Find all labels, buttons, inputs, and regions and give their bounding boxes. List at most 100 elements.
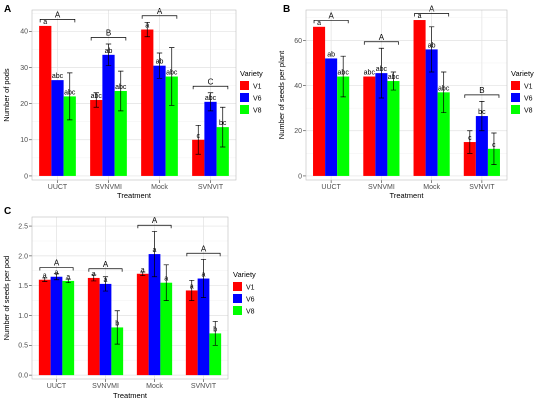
legend-swatch-v6 bbox=[240, 93, 249, 102]
significance-letter-b-svnvmi-v6: abc bbox=[376, 66, 388, 73]
error-bar-c-svnvit-v8 bbox=[212, 321, 218, 346]
legend-label-v6: V6 bbox=[246, 297, 255, 304]
error-bar-a-svnvmi-v6 bbox=[105, 43, 112, 67]
bar-b-svnvmi-v1 bbox=[363, 76, 376, 176]
group-letter-svnvit: C bbox=[208, 77, 214, 86]
error-bar-c-svnvmi-v1 bbox=[91, 274, 97, 282]
significance-letter-a-svnvmi-v1: abc bbox=[91, 93, 103, 100]
legend-label-v8: V8 bbox=[253, 108, 262, 115]
bar-a-uuct-v1 bbox=[39, 25, 52, 176]
error-bar-c-svnvit-v6 bbox=[200, 259, 207, 298]
y-axis-title: Number of seeds per plant bbox=[277, 50, 286, 139]
panel-label-b: B bbox=[283, 4, 290, 15]
error-bar-c-uuct-v6 bbox=[53, 273, 60, 281]
significance-letter-b-svnvmi-v8: abc bbox=[388, 74, 400, 81]
y-tick-label: 10 bbox=[20, 137, 28, 144]
bar-c-svnvmi-v8 bbox=[111, 327, 124, 376]
y-tick-label: 1.5 bbox=[18, 283, 28, 290]
significance-letter-c-svnvmi-v8: b bbox=[115, 320, 119, 327]
legend-label-v1: V1 bbox=[253, 84, 262, 91]
y-tick-label: 40 bbox=[294, 83, 302, 90]
bar-c-svnvit-v6 bbox=[197, 278, 210, 376]
legend-label-v8: V8 bbox=[524, 108, 533, 115]
plot-border bbox=[305, 9, 508, 181]
bar-a-uuct-v8 bbox=[63, 96, 76, 176]
x-tick-label-uuct: UUCT bbox=[48, 184, 68, 191]
group-bracket-svnvmi bbox=[363, 41, 399, 45]
legend-swatch-v8 bbox=[511, 105, 520, 114]
legend-title: Variety bbox=[240, 69, 263, 78]
y-tick-label: 2.0 bbox=[18, 253, 28, 260]
bar-b-svnvmi-v8 bbox=[387, 81, 400, 176]
group-letter-mock: A bbox=[429, 5, 435, 14]
bar-c-uuct-v8 bbox=[62, 280, 75, 376]
bar-a-svnvmi-v6 bbox=[102, 54, 115, 176]
group-letter-svnvmi: A bbox=[379, 33, 385, 42]
significance-letter-b-mock-v8: abc bbox=[438, 85, 450, 92]
bar-b-mock-v8 bbox=[437, 92, 450, 176]
bar-c-svnvmi-v6 bbox=[99, 283, 112, 376]
error-bar-c-svnvit-v1 bbox=[189, 279, 195, 301]
bar-a-svnvit-v6 bbox=[204, 101, 217, 176]
bar-a-svnvmi-v1 bbox=[90, 100, 103, 176]
bar-a-svnvit-v8 bbox=[216, 127, 229, 176]
group-bracket-svnvmi bbox=[88, 268, 123, 272]
group-bracket-svnvmi bbox=[90, 37, 127, 41]
error-bar-c-mock-v6 bbox=[151, 231, 158, 278]
significance-letter-c-uuct-v6: a bbox=[55, 270, 59, 277]
bar-c-mock-v1 bbox=[136, 273, 149, 376]
significance-letter-c-uuct-v8: a bbox=[66, 274, 70, 281]
group-bracket-uuct bbox=[39, 267, 74, 271]
y-tick-label: 2.5 bbox=[18, 223, 28, 230]
legend-swatch-v1 bbox=[511, 81, 520, 90]
legend-label-v1: V1 bbox=[246, 285, 255, 292]
y-tick-label: 0.5 bbox=[18, 343, 28, 350]
group-letter-uuct: A bbox=[55, 10, 61, 19]
error-bar-b-svnvit-v1 bbox=[467, 130, 473, 154]
legend-swatch-v1 bbox=[240, 81, 249, 90]
bar-c-uuct-v6 bbox=[50, 276, 63, 376]
error-bar-c-mock-v1 bbox=[140, 271, 146, 276]
group-bracket-mock bbox=[137, 224, 172, 229]
significance-letter-a-svnvit-v8: bc bbox=[219, 120, 227, 127]
chart-panel-c: C 0.0 0.5 1.0 1.5 2.0 2.5 UUCT SVNVMI Mock SVNVIT a… bbox=[2, 206, 256, 400]
y-tick-label: 0 bbox=[24, 173, 28, 180]
error-bar-a-svnvmi-v8 bbox=[118, 70, 124, 112]
significance-letter-a-svnvit-v6: abc bbox=[205, 95, 217, 102]
legend-title: Variety bbox=[511, 69, 534, 78]
x-tick-label-mock: Mock bbox=[151, 184, 168, 191]
x-tick-label-uuct: UUCT bbox=[47, 383, 67, 390]
x-tick-label-mock: Mock bbox=[146, 383, 163, 390]
error-bar-a-mock-v1 bbox=[144, 21, 150, 38]
error-bar-b-svnvmi-v6 bbox=[378, 47, 385, 99]
bar-a-svnvit-v1 bbox=[192, 139, 205, 176]
group-letter-uuct: A bbox=[54, 259, 60, 268]
significance-letter-b-svnvit-v6: bc bbox=[478, 109, 486, 116]
group-letter-svnvit: A bbox=[201, 244, 207, 253]
x-tick-label-svnvmi: SVNVMI bbox=[92, 383, 119, 390]
significance-letter-b-mock-v1: a bbox=[418, 13, 422, 20]
significance-letter-b-svnvit-v8: c bbox=[492, 142, 496, 149]
significance-letter-c-svnvit-v1: a bbox=[190, 283, 194, 290]
bar-b-svnvit-v1 bbox=[463, 142, 476, 176]
bar-c-uuct-v1 bbox=[38, 279, 51, 376]
significance-letter-a-uuct-v1: a bbox=[43, 19, 47, 26]
x-axis-title: Treatment bbox=[113, 391, 148, 400]
y-tick-label: 60 bbox=[294, 38, 302, 45]
significance-letter-c-mock-v8: a bbox=[164, 276, 168, 283]
bar-c-svnvit-v1 bbox=[185, 290, 198, 376]
group-bracket-svnvit bbox=[186, 252, 221, 257]
y-tick-label: 0 bbox=[298, 173, 302, 180]
significance-letter-a-svnvmi-v6: ab bbox=[105, 48, 113, 55]
x-tick-label-svnvit: SVNVIT bbox=[198, 184, 224, 191]
plot-border bbox=[31, 216, 229, 380]
group-bracket-mock bbox=[141, 15, 178, 19]
error-bar-a-svnvmi-v1 bbox=[93, 92, 99, 108]
bar-b-svnvmi-v6 bbox=[375, 73, 388, 176]
legend-title: Variety bbox=[233, 270, 256, 279]
bar-b-uuct-v8 bbox=[337, 76, 350, 176]
significance-letter-b-uuct-v6: ab bbox=[327, 51, 335, 58]
significance-letter-c-mock-v1: a bbox=[141, 267, 145, 274]
error-bar-c-mock-v8 bbox=[163, 264, 169, 301]
